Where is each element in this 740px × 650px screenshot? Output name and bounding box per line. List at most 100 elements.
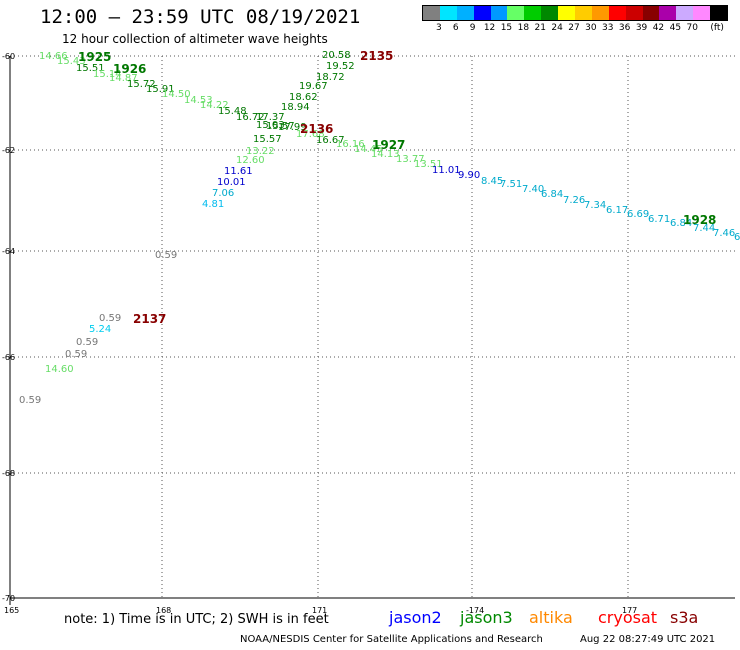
lat-label: -60: [2, 52, 15, 61]
wave-height-label: 17.99: [278, 122, 307, 133]
pass-time-label: 2136: [300, 122, 333, 136]
wave-height-label: 18.62: [289, 92, 318, 103]
wave-height-label: 19.67: [299, 81, 328, 92]
wave-height-label: 18.94: [281, 102, 310, 113]
legend-tick-label: 33: [602, 23, 614, 33]
wave-height-label: 6.17: [606, 205, 628, 216]
wave-height-label: 20.58: [322, 50, 351, 61]
legend-tick-labels: 3 6 9 12 15 18 21 24 27 30 33 36 39 42 45 70 (ft): [422, 21, 740, 35]
wave-height-label: 19.52: [326, 61, 355, 72]
wave-height-label: 14.66: [39, 51, 68, 62]
legend-swatch: [473, 6, 491, 20]
legend-tick-label: 15: [500, 23, 513, 33]
lon-label: 165: [4, 606, 19, 615]
note-text: note: 1) Time is in UTC; 2) SWH is in fe…: [64, 612, 329, 627]
wave-height-label: 8.45: [481, 176, 503, 187]
legend-swatch: [659, 6, 677, 20]
wave-height-label: 13.22: [246, 146, 275, 157]
legend-color-bar: [422, 5, 728, 21]
legend-tick-label: 36: [618, 23, 631, 33]
lon-label: -174: [466, 606, 484, 615]
satellite-name: jason2: [389, 608, 442, 627]
wave-height-label: 14.13: [371, 149, 400, 160]
wave-height-label: 15.51: [76, 63, 105, 74]
legend-tick-label: 21: [534, 23, 546, 33]
footer-credit: NOAA/NESDIS Center for Satellite Applica…: [240, 634, 543, 645]
wave-height-label: 15.43: [57, 56, 86, 67]
wave-height-label: 15.03: [256, 120, 285, 131]
graticule-grid: [9, 55, 735, 605]
lat-label: -64: [2, 247, 15, 256]
legend-tick-label: 3: [436, 23, 442, 33]
legend-tick-label: 24: [551, 23, 563, 33]
wave-height-label: 14.87: [109, 73, 138, 84]
legend-tick-label: 70: [686, 23, 698, 33]
legend-swatch: [642, 6, 660, 20]
wave-height-label: 16.67: [316, 135, 345, 146]
wave-height-label: 6.84: [541, 189, 563, 200]
wave-height-label: 11.01: [432, 165, 461, 176]
color-scale-legend: 3 6 9 12 15 18 21 24 27 30 33 36 39 42 45 70 (ft): [422, 5, 740, 35]
pass-time-label: 2137: [133, 312, 166, 326]
wave-height-label: 7.46: [713, 228, 735, 239]
wave-height-label: 0.59: [76, 337, 98, 348]
legend-swatch: [439, 6, 457, 20]
legend-swatch: [541, 6, 559, 20]
wave-height-label: 7.26: [563, 195, 585, 206]
wave-height-label: 0.59: [65, 349, 87, 360]
wave-height-label: 7.06: [212, 188, 234, 199]
lat-label: -70: [2, 594, 15, 603]
lat-label: -66: [2, 353, 15, 362]
pass-time-label: 1926: [113, 62, 146, 76]
wave-height-label: 0.59: [19, 395, 41, 406]
legend-swatch: [608, 6, 626, 20]
wave-height-label: 12.60: [236, 155, 265, 166]
legend-swatch: [591, 6, 609, 20]
footer-timestamp: Aug 22 08:27:49 UTC 2021: [580, 634, 716, 645]
wave-height-label: 16.16: [336, 139, 365, 150]
legend-tick-label: 39: [635, 23, 648, 33]
lon-label: 168: [156, 606, 171, 615]
satellite-name: jason3: [460, 608, 513, 627]
wave-height-label: 6.69: [627, 209, 649, 220]
wave-height-label: 6: [734, 232, 740, 243]
legend-tick-label: 6: [452, 23, 459, 33]
legend-tick-label: 9: [469, 23, 476, 33]
wave-height-label: 15.14: [93, 69, 122, 80]
wave-height-label: 7.40: [522, 184, 544, 195]
legend-swatch: [456, 6, 474, 20]
legend-tick-label: 12: [483, 23, 496, 33]
wave-height-label: 4.81: [202, 199, 224, 210]
pass-time-label: 2135: [360, 49, 393, 63]
lat-label: -62: [2, 146, 15, 155]
wave-height-label: 14.60: [45, 364, 74, 375]
wave-height-label: 14.50: [162, 89, 191, 100]
wave-height-label: 16.72: [236, 112, 265, 123]
legend-tick-label: (ft): [710, 23, 724, 33]
wave-height-label: 15.72: [127, 79, 156, 90]
map-subtitle: 12 hour collection of altimeter wave hei…: [62, 32, 328, 46]
map-title: 12:00 – 23:59 UTC 08/19/2021: [40, 6, 361, 28]
wave-height-label: 15.57: [266, 121, 295, 132]
legend-tick-label: 30: [585, 23, 597, 33]
wave-height-label: 13.51: [414, 159, 443, 170]
wave-height-label: 15.57: [253, 134, 282, 145]
wave-height-label: 17.37: [256, 112, 285, 123]
lat-label: -68: [2, 469, 15, 478]
axis-labels: -60 -62 -64 -66 -68 -70 165 168 171 -174 177: [2, 52, 637, 615]
legend-tick-label: 18: [517, 23, 530, 33]
wave-height-label: 7.34: [584, 200, 606, 211]
legend-swatch: [507, 6, 525, 20]
wave-height-label: 0.59: [99, 313, 121, 324]
wave-height-label: 14.22: [200, 100, 229, 111]
wave-height-label: 9.90: [458, 170, 480, 181]
track-labels: 14.6615.4315.5115.1414.8715.7215.9114.50…: [19, 50, 740, 406]
wave-height-label: 10.01: [217, 177, 246, 188]
legend-tick-label: 45: [669, 23, 682, 33]
legend-swatch: [710, 6, 728, 20]
satellite-name: cryosat: [598, 608, 658, 627]
wave-height-label: 18.72: [316, 72, 345, 83]
wave-height-label: 14.45: [354, 144, 383, 155]
